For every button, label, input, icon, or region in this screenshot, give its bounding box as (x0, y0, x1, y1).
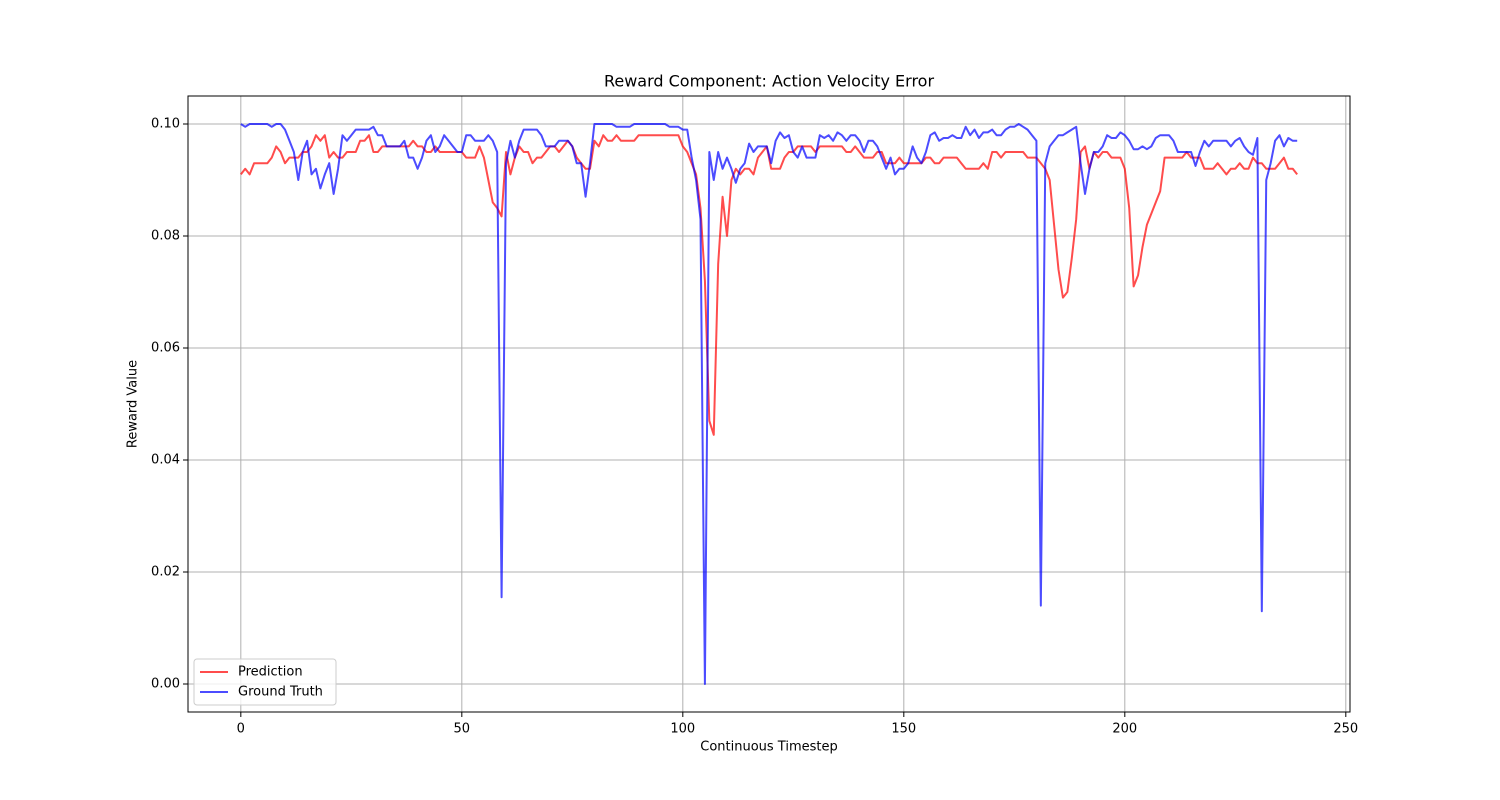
x-axis-label: Continuous Timestep (700, 740, 838, 755)
legend-label: Prediction (238, 665, 303, 680)
legend-box (193, 658, 337, 706)
series-line (240, 123, 1298, 685)
x-tick-label: 100 (670, 722, 695, 737)
legend: Prediction Ground Truth (193, 658, 337, 706)
grid-layer (188, 96, 1350, 712)
y-tick-label: 0.00 (151, 677, 180, 692)
y-tick-label: 0.02 (151, 565, 180, 580)
x-tick-label: 250 (1333, 722, 1358, 737)
plot-frame (187, 95, 1351, 713)
x-tick-label: 150 (891, 722, 916, 737)
chart-title: Reward Component: Action Velocity Error (604, 72, 935, 91)
axes-layer: 0 50 100 150 200 250 0.00 0.02 0.04 0.06 0.08 0.10 (151, 117, 1358, 737)
y-tick-label: 0.06 (151, 341, 180, 356)
series-layer (240, 123, 1298, 685)
y-axis-label: Reward Value (126, 360, 141, 448)
x-tick-label: 0 (237, 722, 245, 737)
legend-label: Ground Truth (238, 685, 323, 700)
y-tick-label: 0.04 (151, 453, 180, 468)
y-tick-label: 0.10 (151, 117, 180, 132)
x-tick-label: 50 (454, 722, 471, 737)
x-tick-label: 200 (1112, 722, 1137, 737)
y-tick-label: 0.08 (151, 229, 180, 244)
